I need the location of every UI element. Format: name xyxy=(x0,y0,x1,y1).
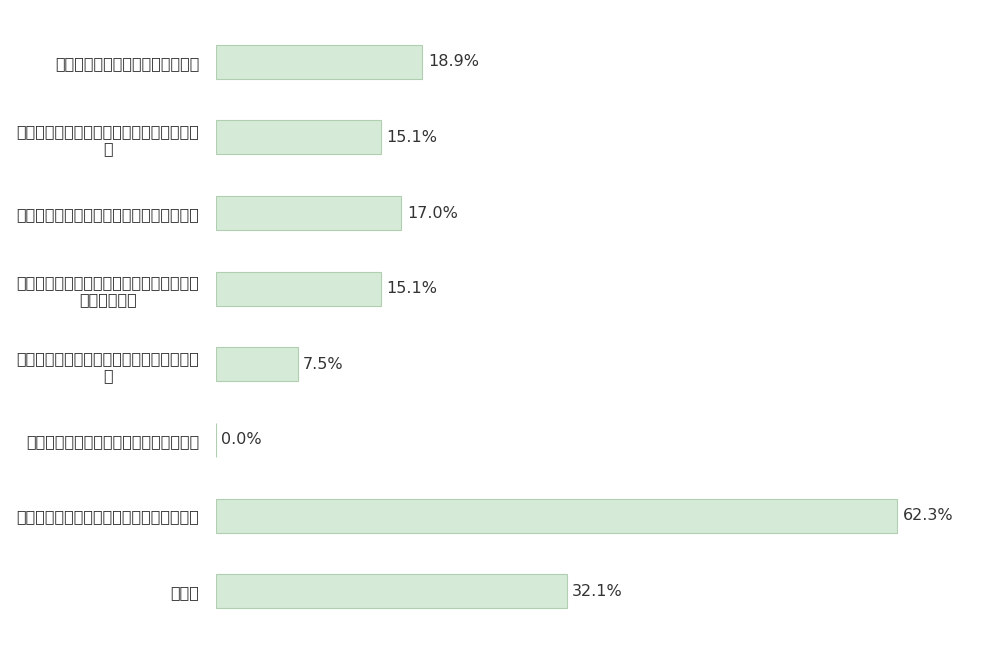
Text: 18.9%: 18.9% xyxy=(428,54,479,69)
Text: 0.0%: 0.0% xyxy=(221,432,261,447)
Bar xyxy=(216,272,380,306)
Bar xyxy=(216,498,897,533)
Bar xyxy=(216,45,422,79)
Text: 7.5%: 7.5% xyxy=(303,357,343,372)
Text: 15.1%: 15.1% xyxy=(386,281,437,296)
Text: 17.0%: 17.0% xyxy=(407,206,458,221)
Text: 32.1%: 32.1% xyxy=(572,584,623,599)
Bar xyxy=(216,120,380,155)
Bar xyxy=(216,574,567,608)
Bar xyxy=(216,196,401,230)
Bar xyxy=(216,347,297,381)
Text: 62.3%: 62.3% xyxy=(902,508,953,523)
Text: 15.1%: 15.1% xyxy=(386,130,437,145)
